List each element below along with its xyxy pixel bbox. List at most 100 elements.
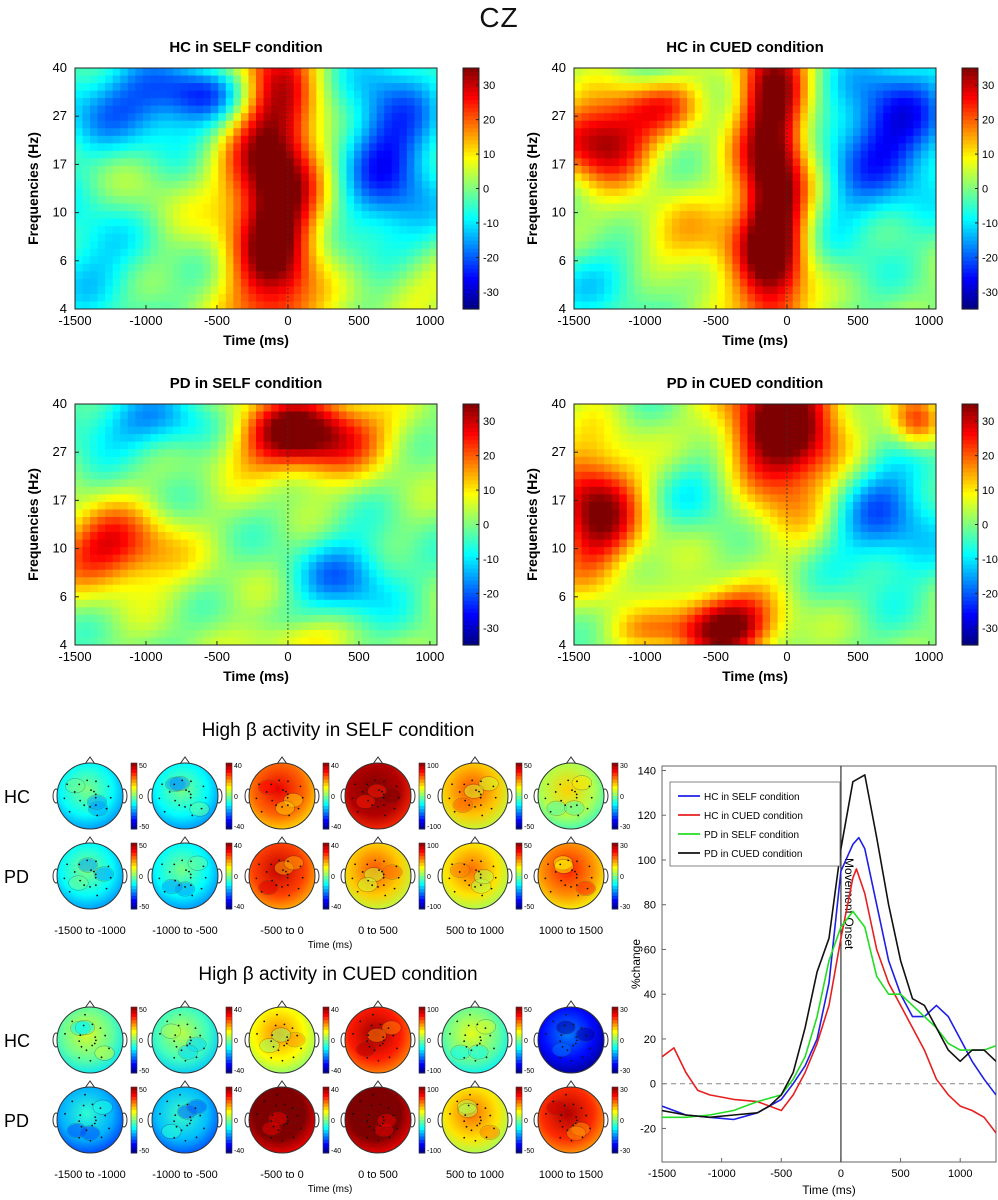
heatmap-cell [634, 233, 643, 242]
heatmap-cell [203, 180, 212, 190]
heatmap-cell [195, 83, 204, 92]
heatmap-cell [837, 286, 847, 295]
heatmap-cell [233, 278, 242, 288]
heatmap-cell [286, 464, 295, 473]
heatmap-cell [120, 614, 129, 624]
heatmap-cell [770, 226, 779, 235]
heatmap-cell [732, 241, 741, 250]
heatmap-cell [240, 278, 250, 288]
heatmap-cell [376, 419, 385, 428]
heatmap-cell [709, 248, 718, 257]
heatmap-cell [248, 143, 257, 152]
heatmap-cell [157, 516, 167, 526]
heatmap-cell [679, 158, 688, 167]
heatmap-cell [331, 607, 340, 616]
heatmap-cell [421, 629, 431, 639]
heatmap-cell [406, 83, 415, 92]
heatmap-cell [800, 90, 809, 99]
heatmap-cell [316, 622, 325, 631]
colorbar-cell [463, 416, 479, 421]
heatmap-cell [421, 471, 431, 480]
heatmap-cell [406, 464, 415, 473]
heatmap-cell [97, 196, 106, 205]
heatmap-cell [127, 562, 136, 571]
heatmap-cell [240, 211, 250, 220]
heatmap-cell [346, 120, 355, 129]
heatmap-cell [369, 539, 378, 548]
heatmap-cell [702, 301, 711, 309]
heatmap-cell [308, 614, 317, 624]
heatmap-cell [732, 263, 741, 272]
heatmap-cell [112, 180, 121, 190]
heatmap-cell [173, 301, 182, 309]
heatmap-cell [323, 218, 333, 227]
heatmap-cell [286, 203, 295, 212]
heatmap-cell [112, 301, 121, 309]
heatmap-cell [82, 188, 91, 197]
heatmap-cell [278, 90, 287, 99]
heatmap-cell [596, 113, 605, 122]
heatmap-cell [406, 486, 415, 495]
heatmap-cell [127, 577, 136, 586]
heatmap-cell [225, 135, 234, 144]
heatmap-cell [928, 218, 936, 227]
heatmap-cell [656, 173, 666, 182]
heatmap-cell [421, 577, 431, 586]
heatmap-cell [785, 256, 794, 265]
heatmap-cell [747, 68, 756, 77]
heatmap-cell [308, 516, 317, 526]
heatmap-cell [421, 599, 431, 608]
heatmap-cell [664, 263, 673, 272]
heatmap-cell [346, 592, 355, 601]
heatmap-cell [316, 547, 325, 556]
heatmap-cell [890, 226, 899, 235]
heatmap-cell [157, 98, 167, 107]
heatmap-cell [376, 479, 385, 488]
heatmap-cell [604, 293, 613, 303]
heatmap-cell [898, 68, 907, 77]
heatmap-cell [256, 143, 265, 152]
heatmap-cell [429, 501, 437, 511]
heatmap-cell [112, 218, 121, 227]
heatmap-cell [346, 539, 355, 548]
heatmap-cell [845, 211, 854, 220]
heatmap-cell [709, 68, 718, 77]
heatmap-cell [173, 83, 182, 92]
heatmap-cell [414, 592, 423, 601]
heatmap-cell [384, 105, 393, 114]
heatmap-cell [142, 509, 152, 518]
heatmap-cell [165, 419, 174, 428]
heatmap-cell [278, 524, 287, 533]
heatmap-cell [203, 532, 212, 541]
heatmap-cell [399, 464, 408, 473]
heatmap-cell [376, 135, 385, 144]
heatmap-cell [406, 203, 415, 212]
heatmap-cell [376, 622, 385, 631]
heatmap-cell [830, 263, 839, 272]
heatmap-cell [414, 196, 423, 205]
heatmap-cell [338, 434, 348, 443]
heatmap-cell [150, 218, 159, 227]
heatmap-cell [875, 248, 884, 257]
heatmap-cell [233, 263, 242, 272]
heatmap-cell [127, 501, 136, 511]
heatmap-cell [732, 90, 741, 99]
heatmap-cell [581, 226, 590, 235]
heatmap-cell [777, 150, 786, 159]
heatmap-cell [316, 211, 325, 220]
heatmap-cell [248, 629, 257, 639]
heatmap-cell [391, 226, 400, 235]
heatmap-cell [301, 577, 310, 586]
heatmap-cell [361, 263, 370, 272]
heatmap-cell [225, 286, 234, 295]
heatmap-cell [120, 68, 129, 77]
heatmap-cell [724, 301, 733, 309]
heatmap-cell [868, 188, 877, 197]
heatmap-cell [626, 68, 635, 77]
heatmap-cell [883, 196, 892, 205]
heatmap-cell [263, 449, 272, 458]
heatmap-cell [225, 196, 234, 205]
heatmap-cell [656, 180, 666, 190]
heatmap-cell [82, 471, 91, 480]
heatmap-cell [913, 256, 922, 265]
